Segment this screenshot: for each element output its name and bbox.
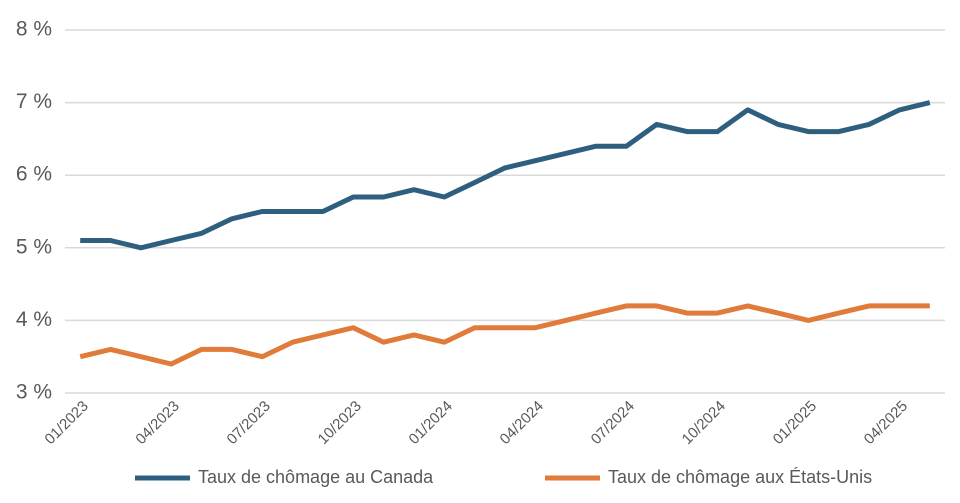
x-tick-label: 01/2025 [770,398,820,448]
line [80,100,931,251]
y-tick-label: 4 % [16,308,52,331]
x-tick-label: 04/2023 [132,398,182,448]
legend-label: Taux de chômage au Canada [198,467,434,487]
legend-label: Taux de chômage aux États-Unis [608,467,872,487]
x-tick-label: 07/2024 [588,398,638,448]
x-tick-label: 04/2024 [497,398,547,448]
y-tick-label: 5 % [16,235,52,258]
x-tick-label: 04/2025 [861,398,911,448]
y-tick-label: 8 % [16,18,52,41]
x-tick-label: 07/2023 [224,398,274,448]
x-tick-label: 01/2023 [41,398,91,448]
x-tick-label: 10/2023 [315,398,365,448]
y-tick-label: 6 % [16,163,52,186]
y-tick-label: 7 % [16,90,52,113]
line [79,303,930,367]
x-tick-label: 01/2024 [406,398,456,448]
y-tick-label: 3 % [16,381,52,404]
x-tick-label: 10/2024 [679,398,729,448]
